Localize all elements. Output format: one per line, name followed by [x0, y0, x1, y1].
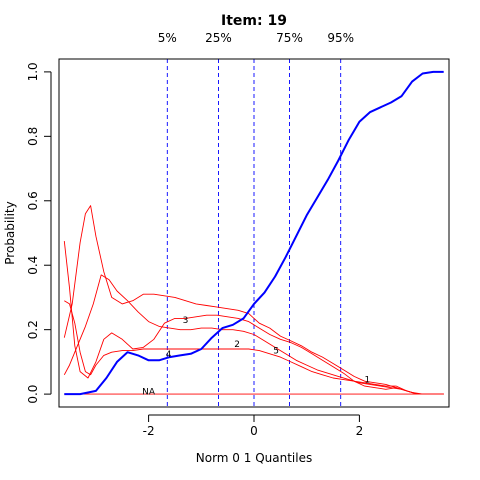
curve-label: NA — [142, 388, 156, 398]
curve-label: 3 — [183, 316, 189, 326]
y-tick-label: 0.0 — [26, 385, 40, 404]
y-tick-label: 0.6 — [26, 191, 40, 210]
quantile-label: 95% — [327, 31, 354, 45]
y-axis: 0.0 0.2 0.4 0.6 0.8 1.0 — [26, 62, 52, 404]
x-tick-label: -2 — [143, 424, 155, 438]
chart-title: Item: 19 — [221, 13, 287, 29]
series-group — [63, 70, 444, 396]
quantile-lines — [166, 59, 342, 407]
x-axis-label: Norm 0 1 Quantiles — [196, 451, 312, 465]
curve-label: 5 — [273, 347, 279, 357]
curve-label: 4 — [166, 350, 172, 360]
curve-label: 1 — [364, 376, 370, 386]
option-curve — [64, 300, 444, 395]
quantile-label: 25% — [205, 31, 232, 45]
x-tick-label: 2 — [356, 424, 364, 438]
y-tick-label: 0.8 — [26, 127, 40, 146]
y-tick-label: 0.2 — [26, 320, 40, 339]
option-curve — [63, 205, 444, 395]
y-tick-label: 0.4 — [26, 256, 40, 275]
curve-label: 2 — [234, 340, 240, 350]
y-tick-label: 1.0 — [26, 62, 40, 81]
quantile-labels: 5% 25% 75% 95% — [158, 31, 354, 45]
option-curve — [63, 241, 444, 395]
x-axis: -2 0 2 — [143, 414, 364, 438]
curve-labels: 4 3 2 5 1 NA — [142, 316, 370, 398]
quantile-label: 75% — [276, 31, 303, 45]
option-curve — [63, 274, 444, 395]
quantile-label: 5% — [158, 31, 177, 45]
plot-frame — [58, 58, 450, 408]
y-axis-label: Probability — [3, 201, 17, 264]
x-tick-label: 0 — [250, 424, 258, 438]
key-option-curve — [64, 70, 444, 396]
